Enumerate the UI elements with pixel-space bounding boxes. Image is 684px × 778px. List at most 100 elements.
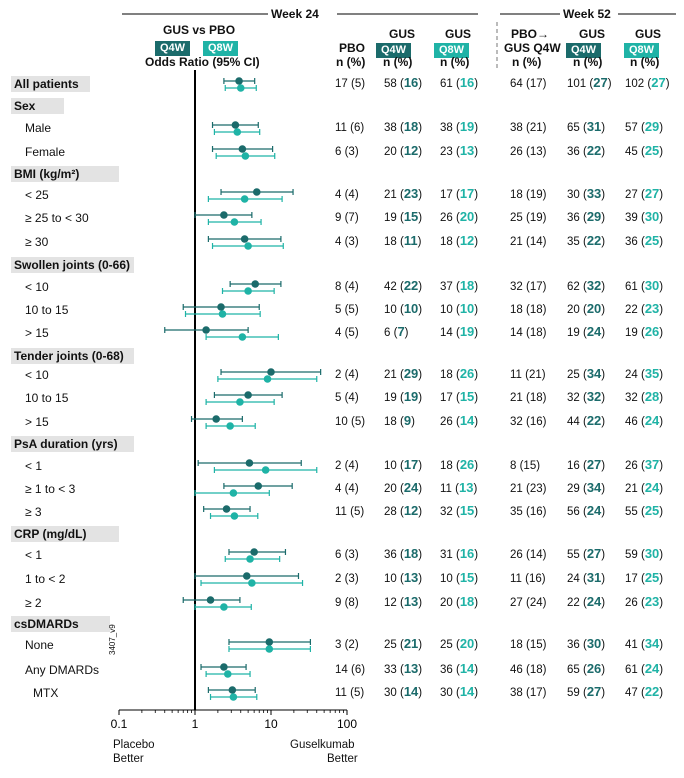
w52-q4w-value-close-paren: ) [601, 573, 606, 585]
w52-q8w-value-n: 45 [625, 146, 638, 158]
w24-pbo-value: 4 (4) [335, 483, 359, 495]
w24-q8w-value-pct: 14 [459, 413, 475, 428]
w24-q4w-value-open-paren: ( [396, 189, 404, 201]
w24-pbo-value: 11 (5) [335, 506, 365, 518]
w24-q4w-value-close-paren: ) [418, 506, 423, 518]
w24-pbo-value: 14 (6) [335, 664, 366, 676]
w52-q4w-value-open-paren: ( [579, 392, 587, 404]
w24-q8w-value-open-paren: ( [452, 122, 460, 134]
w52-q8w-value: 21 (24) [625, 481, 663, 496]
w52-q8w-value-n: 19 [625, 327, 638, 339]
w24-q4w-value: 6 (7) [384, 325, 409, 340]
w24-q8w-value-n: 18 [440, 236, 453, 248]
w24-q4w-value-open-paren: ( [396, 597, 404, 609]
w52-q4w-value-close-paren: ) [601, 146, 606, 158]
w24-q4w-value-open-paren: ( [396, 369, 404, 381]
w24-q4w-value-pct: 13 [403, 594, 419, 609]
w24-q8w-value-n: 10 [440, 304, 453, 316]
w24-q4w-value-open-paren: ( [396, 573, 404, 585]
w52-q8w-value-n: 39 [625, 212, 638, 224]
w24-pbo-value: 3 (2) [335, 639, 359, 651]
q4w-point [231, 121, 240, 129]
w52-pbo-value: 11 (16) [510, 573, 546, 585]
w52-q8w-value-pct: 24 [644, 661, 660, 676]
q8w-point [223, 670, 232, 678]
w24-q4w-value: 25 (21) [384, 637, 422, 652]
category-label: Sex [11, 98, 64, 114]
w52-q4w-value-n: 65 [567, 122, 580, 134]
w24-q8w-value-open-paren: ( [452, 460, 460, 472]
w52-pbo-value: 32 (16) [510, 416, 547, 428]
w52-q8w-value-close-paren: ) [659, 639, 664, 651]
placebo-better-2: Better [113, 753, 144, 765]
w24-q4w-value: 10 (10) [384, 302, 422, 317]
w52-q4w-value-n: 36 [567, 146, 580, 158]
w52-q4w-value-close-paren: ) [601, 639, 606, 651]
w24-pbo-value: 2 (3) [335, 573, 359, 585]
w24-q4w-value-n: 28 [384, 506, 397, 518]
w24-q4w-value-pct: 10 [403, 301, 419, 316]
w52-q8w-value-open-paren: ( [637, 664, 645, 676]
w24-q8w-value-n: 10 [440, 573, 453, 585]
w52-pbo-value: 18 (15) [510, 639, 547, 651]
subgroup-label: 1 to < 2 [25, 572, 66, 586]
odds-ratio-label: Odds Ratio (95% CI) [145, 55, 260, 69]
q8w-point [229, 693, 238, 701]
w52-q4w-value-close-paren: ) [601, 460, 606, 472]
w52-q8w-value-open-paren: ( [637, 327, 645, 339]
w24-q4w-value-n: 42 [384, 281, 397, 293]
w24-q4w-value-pct: 24 [403, 480, 419, 495]
w24-q8w-value-pct: 19 [459, 119, 475, 134]
subgroup-label: ≥ 2 [25, 596, 42, 610]
w52-q4w-value-n: 32 [567, 392, 580, 404]
w52-q4w-value-pct: 34 [586, 366, 602, 381]
w24-q4w-value-open-paren: ( [396, 549, 404, 561]
w52-q4w-value-open-paren: ( [579, 281, 587, 293]
w52-q8w-value-open-paren: ( [637, 639, 645, 651]
w24-q8w-value-pct: 10 [459, 301, 475, 316]
w52-q8w-value: 61 (30) [625, 279, 663, 294]
w24-q8w-value-open-paren: ( [452, 327, 460, 339]
w52-pbo-value: 21 (23) [510, 483, 547, 495]
w52-q8w-value-pct: 30 [644, 209, 660, 224]
w52-pbo-value: 8 (15) [510, 460, 541, 472]
w52-q8w-value-close-paren: ) [659, 664, 664, 676]
w24-q4w-value-close-paren: ) [418, 189, 423, 201]
w52-q4w-value-open-paren: ( [579, 416, 587, 428]
w52-q8w-value-pct: 25 [644, 570, 660, 585]
w24-q8w-value: 18 (26) [440, 458, 478, 473]
col-pbo-24-n: n (%) [336, 55, 366, 69]
w24-q8w-value-n: 18 [440, 460, 453, 472]
q4w-point [202, 326, 210, 334]
w24-q8w-value: 38 (19) [440, 120, 478, 135]
w52-q8w-value-close-paren: ) [659, 189, 664, 201]
w24-q4w-value-close-paren: ) [418, 639, 423, 651]
x-tick-label: 100 [337, 717, 357, 731]
w52-q4w-value: 25 (34) [567, 367, 605, 382]
w52-q8w-value: 41 (34) [625, 637, 663, 652]
w52-pbo-value: 11 (21) [510, 369, 546, 381]
w24-q4w-value-close-paren: ) [418, 281, 423, 293]
q8w-point [230, 512, 239, 520]
q4w-point [244, 391, 252, 399]
q8w-point [248, 579, 256, 587]
w24-q4w-value-n: 19 [384, 212, 397, 224]
w52-q4w-value-pct: 32 [586, 389, 602, 404]
subgroup-label: None [25, 638, 54, 652]
q8w-point [230, 218, 239, 226]
w24-q4w-value-open-paren: ( [396, 392, 404, 404]
w24-q4w-value-close-paren: ) [418, 573, 423, 585]
w24-q4w-value: 18 (11) [384, 234, 421, 249]
w52-q8w-value-pct: 27 [651, 75, 666, 90]
w24-q4w-value: 58 (16) [384, 76, 422, 91]
w52-q8w-value: 27 (27) [625, 187, 663, 202]
w24-q8w-value-n: 17 [440, 392, 453, 404]
w24-q4w-value-n: 20 [384, 483, 397, 495]
w24-q4w-value-open-paren: ( [396, 78, 404, 90]
w52-q8w-value-pct: 22 [644, 684, 660, 699]
category-label: CRP (mg/dL) [11, 526, 119, 542]
w24-q8w-value-open-paren: ( [452, 639, 460, 651]
w52-pbo-value: 26 (13) [510, 146, 547, 158]
w52-q8w-value-pct: 29 [644, 119, 660, 134]
w52-q4w-value-close-paren: ) [601, 506, 606, 518]
